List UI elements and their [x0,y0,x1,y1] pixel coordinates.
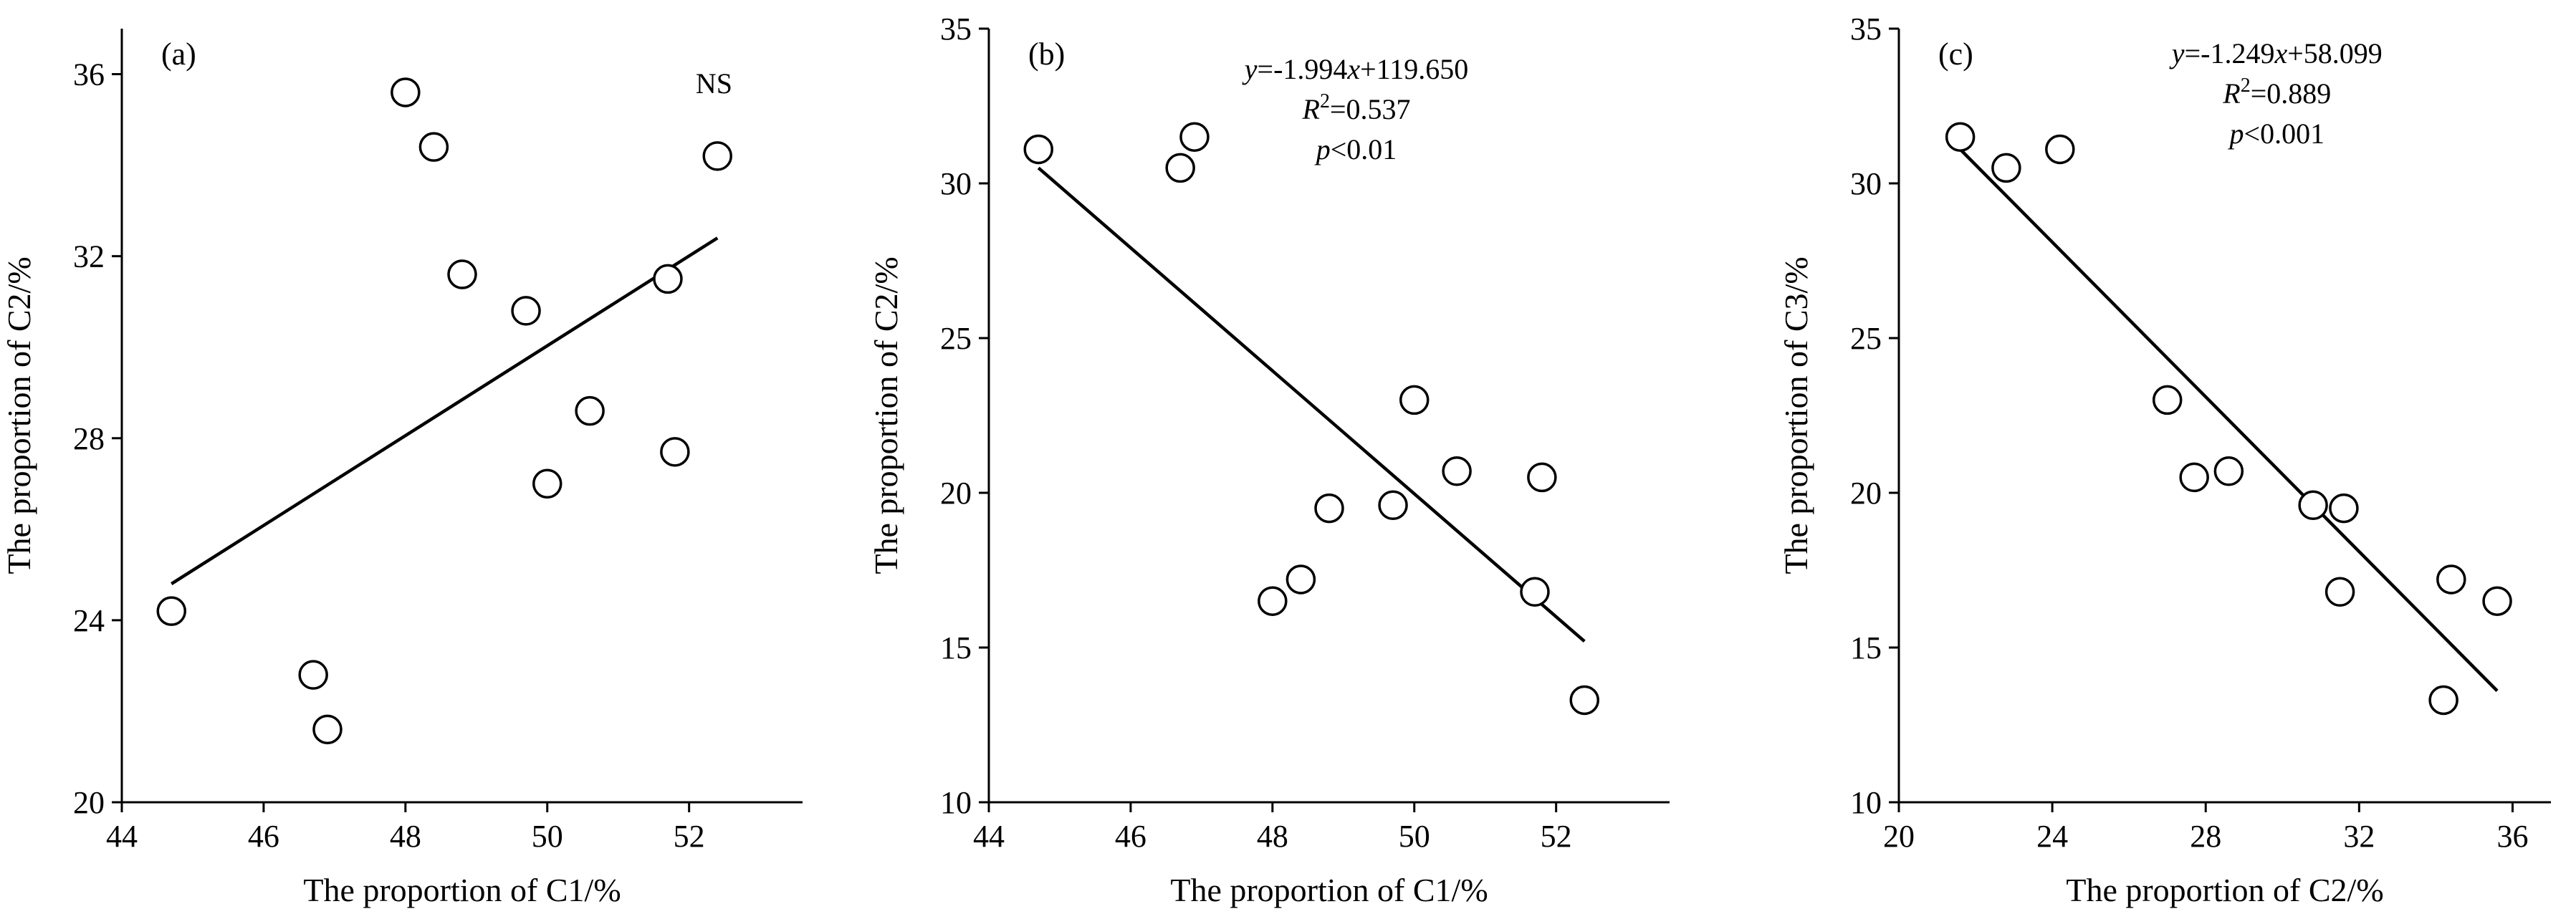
data-point [2428,685,2458,716]
data-point [702,141,732,171]
y-tick-label: 10 [940,785,972,820]
data-point [418,132,449,162]
x-axis-title: The proportion of C1/% [1170,872,1488,908]
data-point [391,77,421,107]
panel-label: (c) [1938,37,1973,72]
data-point [532,468,562,499]
data-point [1442,456,1472,486]
data-point [2045,134,2075,165]
panel-label: (b) [1028,37,1065,72]
y-tick-label: 15 [1850,630,1882,665]
data-point [2324,577,2355,607]
y-tick-label: 32 [73,239,105,274]
data-point [1258,586,1288,616]
data-point [1527,462,1557,493]
y-axis-title: The proportion of C3/% [1778,256,1814,574]
x-tick-label: 52 [1541,819,1572,854]
y-tick-label: 25 [1850,321,1882,356]
chart-panel-a: 20 24 28 32 36 44 46 48 50 52 The proportion of C1… [1,29,803,908]
x-tick-label: 50 [532,819,563,854]
x-tick-label: 46 [248,819,279,854]
data-point [1520,577,1550,607]
chart-panel-c: 10 15 20 25 30 35 20 24 28 32 36 The proportion of … [1778,11,2551,908]
stats-annotation: NS [696,67,732,100]
y-tick-label: 20 [1850,476,1882,511]
chart-panel-b: 10 15 20 25 30 35 44 46 48 50 52 The proportion of … [868,11,1670,908]
y-tick-label: 30 [940,166,972,201]
data-point [1399,385,1430,415]
annotation-line-2: R2=0.537 [1302,90,1411,125]
data-point [511,296,541,326]
data-point [156,596,187,626]
data-point [1285,564,1316,595]
x-tick-label: 28 [2190,819,2221,854]
annotation-line-3: p<0.01 [1314,133,1397,165]
data-point [312,714,343,745]
regression-line [171,236,719,585]
stats-annotation: y=-1.249x+58.099 R2=0.889 p<0.001 [2169,37,2383,150]
x-tick-label: 48 [390,819,421,854]
y-axis-title: The proportion of C2/% [1,256,37,574]
data-point [2482,586,2512,616]
data-point [2152,385,2183,415]
y-tick-label: 36 [73,57,105,92]
panel-label: (a) [161,37,196,72]
y-tick-label: 35 [940,11,972,47]
y-tick-label: 20 [73,785,105,820]
x-tick-label: 48 [1257,819,1288,854]
data-point [1378,490,1408,521]
stats-annotation: y=-1.994x+119.650 R2=0.537 p<0.01 [1242,53,1469,165]
y-axis-title: The proportion of C2/% [868,256,904,574]
annotation-line-1: NS [696,67,732,100]
data-point [2298,490,2328,521]
x-axis-title: The proportion of C1/% [303,872,621,908]
regression-line [1959,148,2499,693]
data-point [2436,564,2466,595]
data-point [298,660,328,690]
data-point [575,395,605,426]
data-point [1569,685,1599,716]
x-tick-label: 44 [106,819,138,854]
x-tick-label: 50 [1399,819,1430,854]
y-tick-label: 28 [73,421,105,456]
annotation-line-1: y=-1.994x+119.650 [1242,53,1469,85]
x-tick-label: 20 [1883,819,1915,854]
data-point [660,437,690,467]
annotation-line-2: R2=0.889 [2222,74,2331,110]
x-tick-label: 32 [2343,819,2375,854]
data-point [1179,122,1210,152]
x-axis-title: The proportion of C2/% [2066,872,2383,908]
x-tick-label: 44 [973,819,1005,854]
regression-line [1037,166,1586,643]
y-tick-label: 10 [1850,785,1882,820]
data-point [1314,493,1344,524]
annotation-line-3: p<0.001 [2228,117,2325,150]
data-point [1945,122,1976,152]
annotation-line-1: y=-1.249x+58.099 [2169,37,2383,69]
data-point [2213,456,2244,486]
y-tick-label: 25 [940,321,972,356]
y-tick-label: 15 [940,630,972,665]
x-tick-label: 36 [2496,819,2528,854]
data-point [2329,493,2359,524]
y-tick-label: 24 [73,603,105,638]
data-point [1023,134,1054,165]
y-tick-label: 20 [940,476,972,511]
y-tick-label: 35 [1850,11,1882,47]
data-point [653,264,683,294]
data-point [1991,153,2021,183]
x-tick-label: 24 [2036,819,2068,854]
x-tick-label: 46 [1115,819,1146,854]
y-tick-label: 30 [1850,166,1882,201]
data-point [447,259,477,289]
data-point [1165,153,1195,183]
data-point [2179,462,2209,493]
x-tick-label: 52 [674,819,705,854]
